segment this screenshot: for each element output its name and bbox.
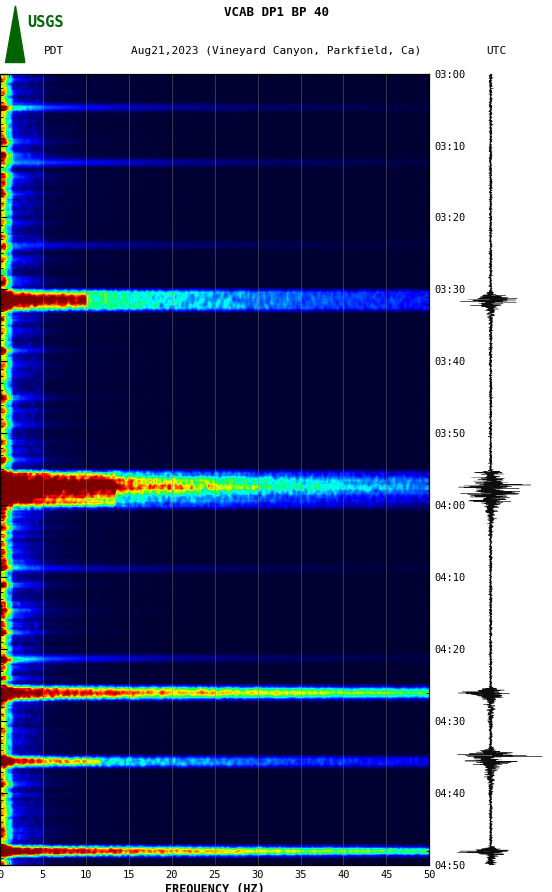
Text: UTC: UTC	[487, 45, 507, 55]
Text: Aug21,2023 (Vineyard Canyon, Parkfield, Ca): Aug21,2023 (Vineyard Canyon, Parkfield, …	[131, 45, 421, 55]
Text: USGS: USGS	[28, 14, 64, 29]
Polygon shape	[6, 6, 25, 62]
Text: VCAB DP1 BP 40: VCAB DP1 BP 40	[224, 6, 328, 19]
Text: PDT: PDT	[44, 45, 65, 55]
X-axis label: FREQUENCY (HZ): FREQUENCY (HZ)	[165, 883, 264, 892]
